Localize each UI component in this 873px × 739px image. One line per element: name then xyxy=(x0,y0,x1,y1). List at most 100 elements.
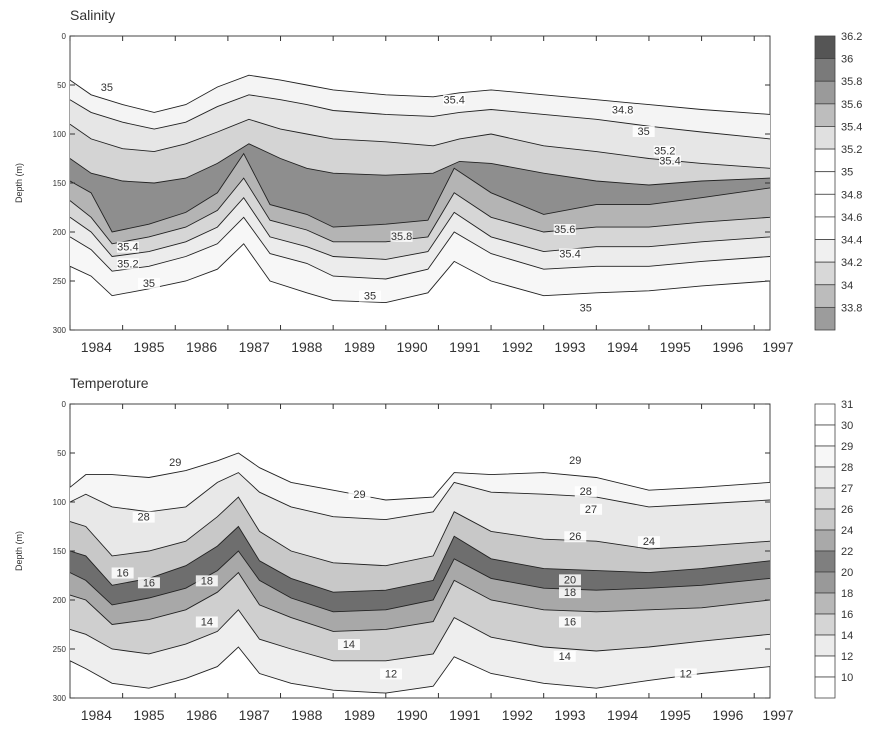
contour-band xyxy=(70,572,770,661)
contour-line xyxy=(69,452,771,501)
colorbar-swatch xyxy=(814,403,836,426)
contour-label-bg xyxy=(674,668,697,680)
x-tick-label: 1988 xyxy=(291,707,322,723)
contour-line xyxy=(69,177,771,245)
contour-label: 35 xyxy=(638,126,650,138)
colorbar-label: 35.8 xyxy=(841,76,862,88)
contour-label: 35.4 xyxy=(117,242,138,254)
panel-title: Salinity xyxy=(70,7,115,23)
contour-label: 35.4 xyxy=(559,249,580,261)
x-tick-label: 1997 xyxy=(762,339,793,355)
colorbar-swatch xyxy=(814,676,836,699)
contour-label: 18 xyxy=(201,575,213,587)
colorbar-swatch xyxy=(814,216,836,240)
contour-label: 29 xyxy=(353,489,365,501)
contour-label-bg xyxy=(580,503,603,515)
contour-label: 24 xyxy=(643,536,655,548)
x-tick-label: 1990 xyxy=(397,339,428,355)
contour-label: 16 xyxy=(143,577,155,589)
colorbar-swatch xyxy=(814,171,836,195)
x-tick-label: 1990 xyxy=(397,707,428,723)
contour-label-bg xyxy=(195,616,218,628)
contour-label: 34.8 xyxy=(612,104,633,116)
colorbar-swatch xyxy=(814,634,836,657)
x-tick-label: 1991 xyxy=(449,707,480,723)
colorbar-label: 34.6 xyxy=(841,212,862,224)
contour-line xyxy=(69,550,771,613)
contour-label-bg xyxy=(553,224,576,235)
y-tick-label: 0 xyxy=(62,400,67,409)
contour-band xyxy=(70,453,770,520)
contour-label-bg xyxy=(337,639,360,651)
contour-label-bg xyxy=(390,230,413,242)
y-tick-label: 250 xyxy=(53,277,67,286)
colorbar-swatch xyxy=(814,284,836,308)
contour-label-bg xyxy=(132,511,155,523)
contour-label-bg xyxy=(116,241,139,253)
colorbar-swatch xyxy=(814,571,836,594)
contour-label-bg xyxy=(574,302,597,314)
contour-line xyxy=(69,609,771,662)
y-axis-label: Depth (m) xyxy=(14,531,24,571)
x-tick-label: 1995 xyxy=(660,707,691,723)
colorbar-label: 34.8 xyxy=(841,189,862,201)
y-tick-label: 300 xyxy=(53,326,67,335)
contour-label-bg xyxy=(559,587,581,599)
x-tick-label: 1994 xyxy=(607,707,638,723)
colorbar-swatch xyxy=(814,508,836,531)
contour-band xyxy=(70,143,770,232)
contour-label-bg xyxy=(564,531,587,543)
contour-label: 28 xyxy=(580,486,592,498)
colorbar-label: 34.2 xyxy=(841,257,862,269)
contour-label-bg xyxy=(574,486,597,498)
contour-label-bg xyxy=(137,577,160,589)
contour-label-bg xyxy=(164,456,187,468)
y-tick-label: 100 xyxy=(53,498,67,507)
contour-label: 35.2 xyxy=(654,146,675,158)
x-tick-label: 1996 xyxy=(712,339,743,355)
colorbar-swatch xyxy=(814,487,836,510)
x-tick-label: 1997 xyxy=(762,707,793,723)
colorbar-swatch xyxy=(814,445,836,468)
colorbar-swatch xyxy=(814,550,836,573)
colorbar-label: 35.4 xyxy=(841,121,862,133)
x-tick-label: 1993 xyxy=(554,339,585,355)
colorbar-swatch xyxy=(814,424,836,447)
colorbar-label: 31 xyxy=(841,399,853,411)
x-tick-label: 1986 xyxy=(186,707,217,723)
contour-label-bg xyxy=(553,650,576,662)
colorbar-label: 35.2 xyxy=(841,144,862,156)
contour-label-bg xyxy=(637,536,660,548)
contour-line xyxy=(69,496,771,567)
colorbar-swatch xyxy=(814,655,836,678)
contour-label: 20 xyxy=(564,574,576,586)
contour-band xyxy=(70,119,770,185)
contour-line xyxy=(69,646,771,694)
contour-label: 27 xyxy=(585,504,597,516)
y-tick-label: 200 xyxy=(53,596,67,605)
contour-label-bg xyxy=(659,155,681,167)
x-tick-label: 1987 xyxy=(239,707,270,723)
panel-title: Temperoture xyxy=(70,375,149,391)
contour-label: 28 xyxy=(138,512,150,524)
y-tick-label: 0 xyxy=(62,32,67,41)
colorbar-label: 34 xyxy=(841,280,853,292)
y-tick-label: 300 xyxy=(53,694,67,703)
contour-label-bg xyxy=(116,258,139,270)
contour-label-bg xyxy=(137,277,160,289)
x-tick-label: 1984 xyxy=(81,339,112,355)
colorbar-swatch xyxy=(814,261,836,286)
contour-line xyxy=(69,196,771,260)
colorbar-label: 22 xyxy=(841,546,853,558)
contour-band xyxy=(70,526,770,612)
y-axis-label: Depth (m) xyxy=(14,163,24,203)
x-tick-label: 1989 xyxy=(344,339,375,355)
colorbar-label: 12 xyxy=(841,651,853,663)
x-tick-label: 1985 xyxy=(133,339,164,355)
colorbar-swatch xyxy=(814,80,836,105)
x-tick-label: 1988 xyxy=(291,339,322,355)
contour-line xyxy=(69,216,771,280)
x-tick-label: 1995 xyxy=(660,339,691,355)
contour-label: 35.4 xyxy=(443,95,464,107)
